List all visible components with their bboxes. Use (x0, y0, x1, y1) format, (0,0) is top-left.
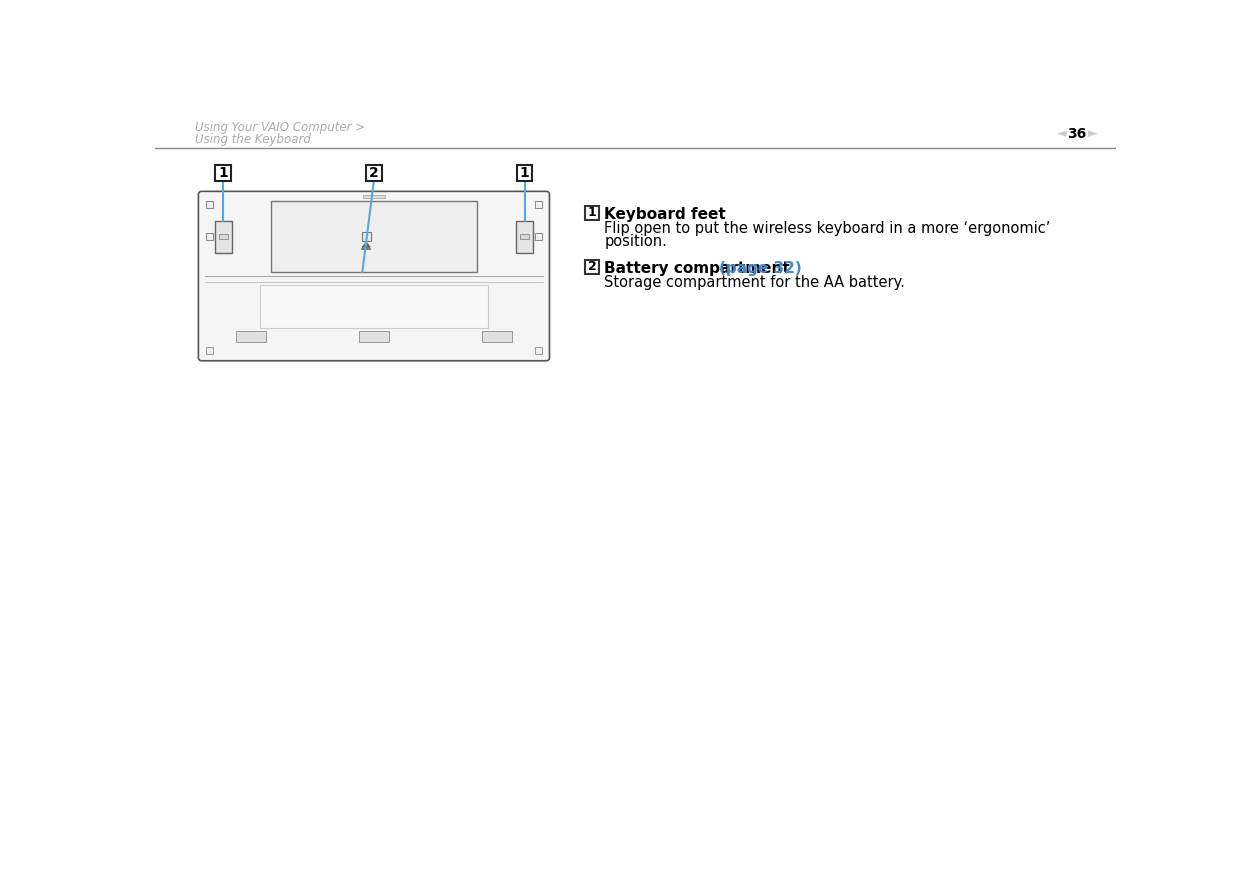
Text: 1: 1 (218, 166, 228, 180)
Bar (585, 206, 599, 220)
Bar (216, 166, 231, 180)
Text: 1: 1 (588, 207, 596, 219)
Bar (360, 331, 388, 343)
Bar (520, 235, 529, 239)
Bar (362, 232, 371, 241)
Text: Using Your VAIO Computer >: Using Your VAIO Computer > (196, 121, 366, 133)
Bar (259, 286, 489, 328)
Text: 2: 2 (370, 166, 378, 180)
Bar (206, 347, 213, 354)
Text: Flip open to put the wireless keyboard in a more ‘ergonomic’: Flip open to put the wireless keyboard i… (605, 221, 1050, 236)
Bar (534, 201, 542, 208)
Bar (516, 221, 533, 253)
Text: Using the Keyboard: Using the Keyboard (196, 133, 311, 145)
Bar (237, 331, 265, 343)
Bar (366, 166, 382, 180)
Text: ◄: ◄ (1056, 127, 1066, 139)
Text: 36: 36 (1068, 127, 1087, 141)
Text: ►: ► (1087, 127, 1097, 139)
Bar (585, 260, 599, 274)
Text: Storage compartment for the AA battery.: Storage compartment for the AA battery. (605, 274, 905, 290)
FancyBboxPatch shape (198, 191, 549, 361)
Bar (363, 195, 384, 198)
Bar (206, 201, 213, 208)
Text: Keyboard feet: Keyboard feet (605, 207, 727, 222)
Bar (534, 233, 542, 240)
Text: Battery compartment: Battery compartment (605, 261, 796, 276)
Text: 1: 1 (520, 166, 529, 180)
Bar (534, 347, 542, 354)
Bar (218, 235, 228, 239)
Bar (482, 331, 511, 343)
Bar (215, 221, 232, 253)
Text: (page 32): (page 32) (719, 261, 802, 276)
Bar (272, 201, 476, 272)
Polygon shape (362, 243, 370, 247)
Text: 2: 2 (588, 260, 596, 273)
Bar (517, 166, 532, 180)
Text: position.: position. (605, 235, 667, 250)
Bar (206, 233, 213, 240)
